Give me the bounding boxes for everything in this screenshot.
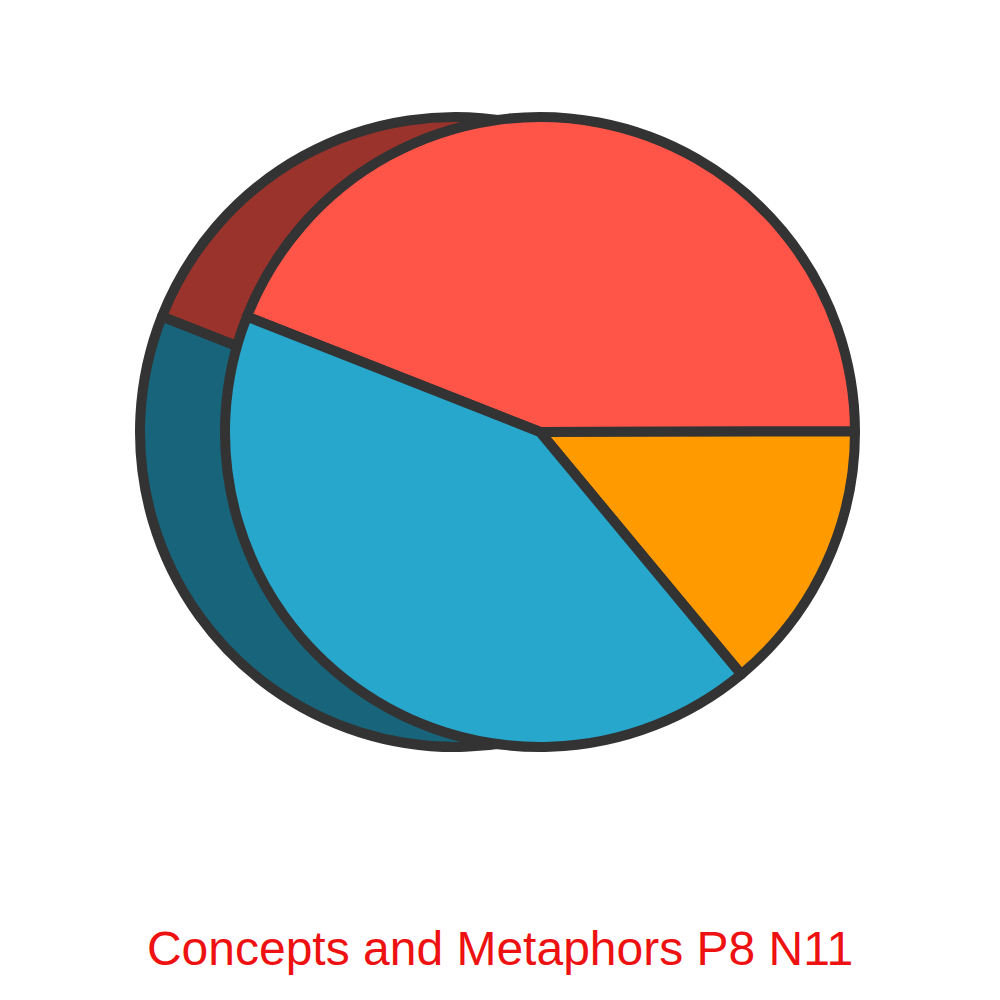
svg-text:Concepts and Metaphors P8 N11: Concepts and Metaphors P8 N11 [147, 922, 853, 975]
